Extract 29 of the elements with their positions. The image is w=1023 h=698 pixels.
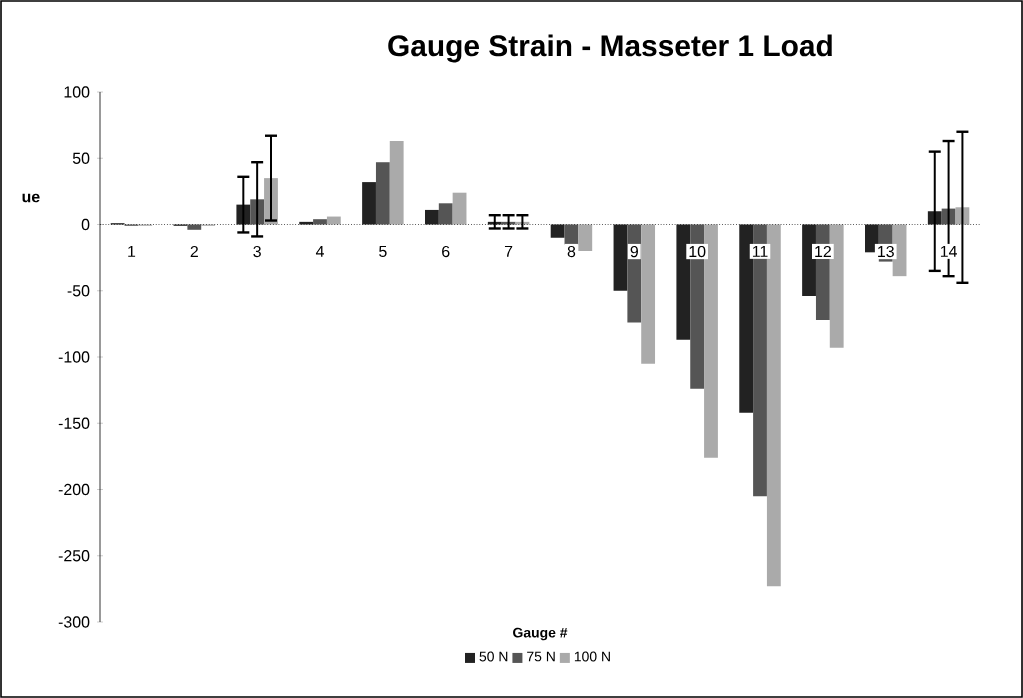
y-tick-label: -100 — [58, 351, 90, 363]
y-tick-label: 100 — [64, 86, 90, 98]
y-axis-title: ue — [22, 193, 40, 203]
legend-label: 50 N — [479, 651, 508, 662]
y-tick-label: 0 — [81, 218, 90, 231]
x-tick-label: 1 — [128, 245, 136, 257]
x-tick-label: 14 — [940, 245, 957, 257]
chart-title: Gauge Strain - Masseter 1 Load — [388, 34, 832, 63]
x-tick-label: 7 — [504, 245, 513, 257]
x-tick-label: 10 — [689, 245, 706, 258]
x-tick-label: 3 — [253, 245, 261, 258]
y-tick-label: -200 — [58, 483, 90, 496]
x-tick-label: 11 — [752, 245, 768, 257]
legend-label: 75 N — [527, 651, 555, 662]
y-tick-label: -250 — [58, 550, 90, 562]
x-tick-label: 5 — [379, 245, 387, 258]
legend-label: 100 N — [574, 651, 610, 662]
y-tick-label: 50 — [72, 152, 90, 164]
x-tick-label: 4 — [315, 245, 324, 257]
x-tick-label: 2 — [190, 245, 198, 258]
x-tick-label: 9 — [630, 245, 638, 258]
x-tick-label: 8 — [567, 245, 576, 258]
y-tick-label: -150 — [58, 417, 90, 429]
y-tick-label: -300 — [58, 616, 90, 628]
x-tick-label: 6 — [442, 245, 450, 258]
x-tick-label: 12 — [815, 245, 831, 258]
x-axis-title: Gauge # — [513, 627, 568, 641]
x-tick-label: 13 — [878, 245, 894, 258]
y-tick-label: -50 — [67, 285, 90, 297]
